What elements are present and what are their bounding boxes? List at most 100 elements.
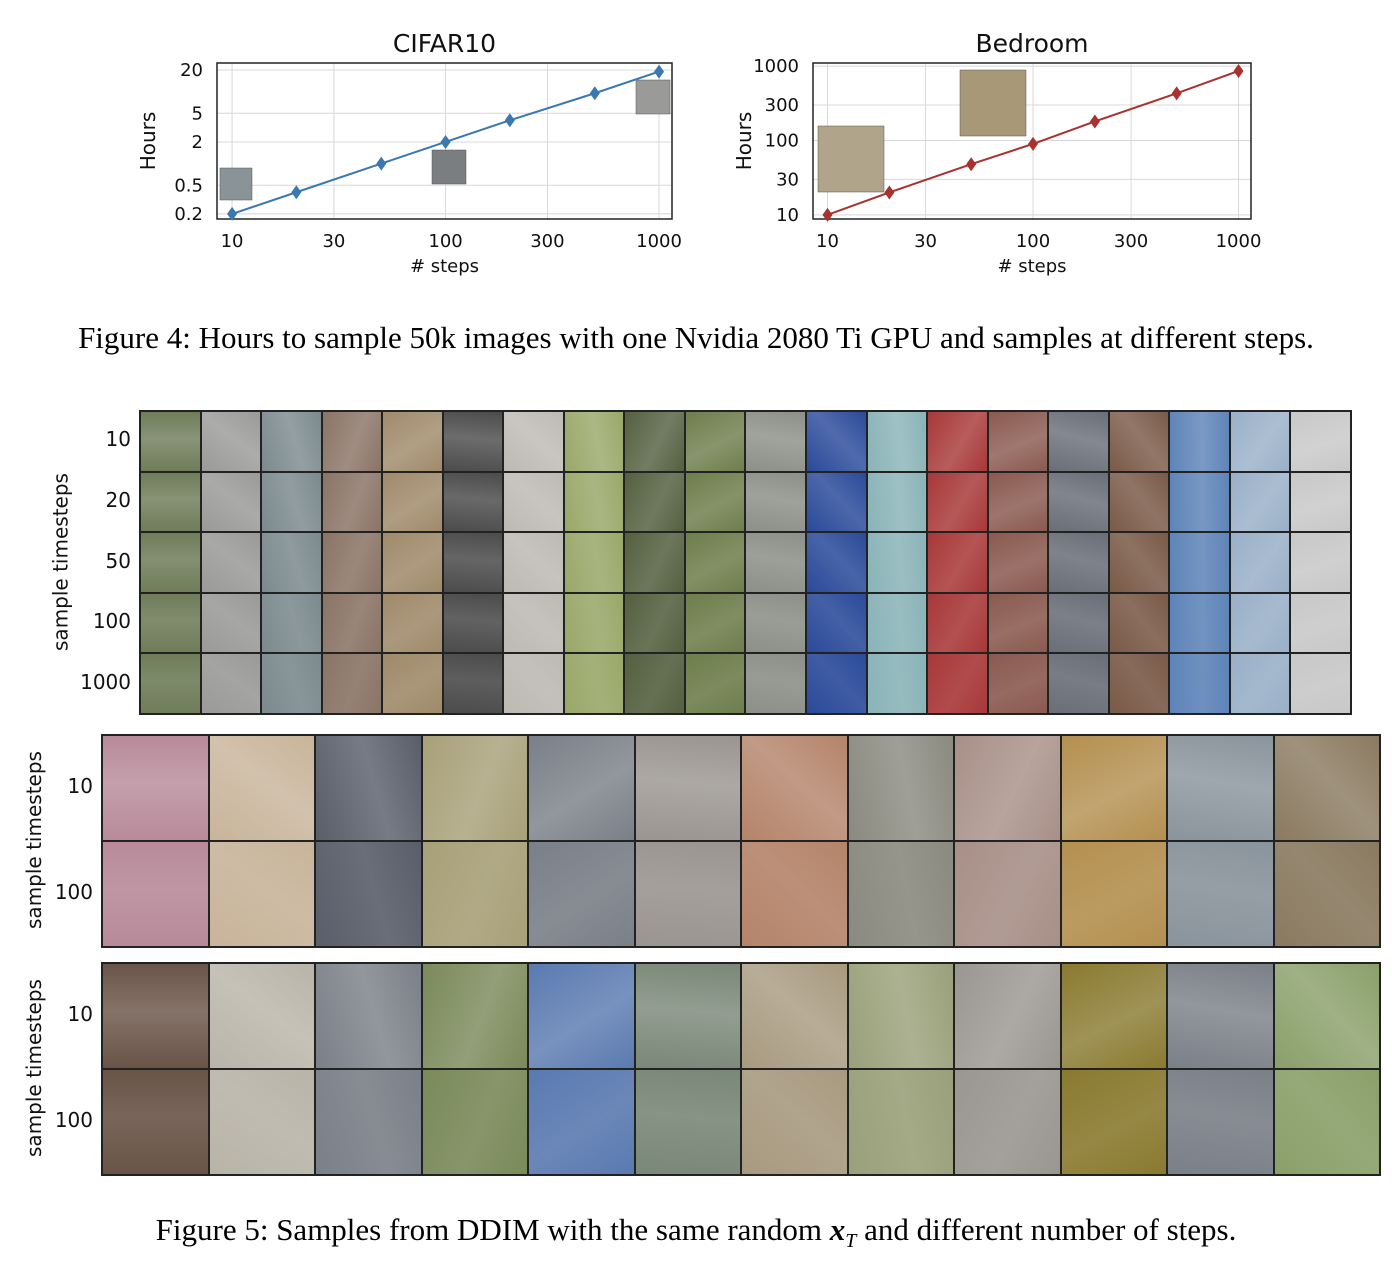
sample-image-tile	[1290, 411, 1351, 472]
sample-image-tile	[866, 411, 928, 472]
sample-image-tile	[987, 471, 1049, 533]
plot-frame	[216, 62, 673, 220]
sample-image-tile	[684, 411, 746, 472]
sample-image-tile	[954, 735, 1061, 841]
data-point	[589, 86, 600, 101]
sample-image-tile	[1167, 735, 1274, 841]
sample-image-tile	[987, 653, 1049, 714]
sample-image-tile	[382, 653, 443, 714]
sample-image-tile	[1060, 963, 1167, 1069]
sample-image-tile	[315, 841, 422, 947]
y-tick-label: 0.2	[174, 204, 203, 225]
sample-image-tile	[261, 411, 322, 472]
x-tick-label: 300	[1114, 231, 1148, 252]
timestep-row-label: 10	[67, 774, 93, 798]
x-tick-label: 10	[816, 231, 839, 252]
timestep-row-label: 10	[67, 1002, 93, 1026]
sample-image-tile	[528, 1069, 635, 1175]
sample-image-tile	[1290, 532, 1351, 593]
sample-image-tile	[261, 653, 322, 714]
x-tick-label: 1000	[636, 231, 682, 252]
sample-image-tile	[1048, 532, 1109, 593]
sample-image-tile	[624, 411, 685, 472]
sample-image-tile	[1048, 471, 1109, 533]
sample-image-tile	[315, 735, 422, 841]
x-tick-label: 10	[221, 231, 244, 252]
sample-image-tile	[684, 532, 746, 593]
timestep-row-label: 1000	[80, 669, 131, 694]
sample-image-tile	[806, 592, 867, 654]
sample-image-tile	[745, 653, 807, 714]
sample-image-tile	[421, 1069, 528, 1175]
data-point	[440, 134, 451, 149]
y-tick-label: 5	[192, 103, 203, 124]
sample-image-tile	[866, 532, 928, 593]
sample-image-tile	[315, 1069, 422, 1175]
y-tick-label: 20	[180, 60, 203, 81]
sample-image-tile	[382, 532, 443, 593]
sample-image-tile	[261, 532, 322, 593]
sample-image-tile	[1060, 841, 1167, 947]
sample-image-tile	[847, 963, 954, 1069]
sample-image-tile	[806, 653, 867, 714]
sample-image-tile	[421, 735, 528, 841]
sample-image-tile	[321, 532, 383, 593]
sample-image-tile	[200, 411, 262, 472]
sample-image-tile	[1108, 653, 1170, 714]
sample-image-grid	[139, 410, 1352, 715]
x-tick-label: 100	[428, 231, 462, 252]
sample-image-tile	[624, 471, 685, 533]
sample-image-tile	[1290, 653, 1351, 714]
sample-image-tile	[1290, 471, 1351, 533]
sample-image-tile	[741, 1069, 848, 1175]
sample-image-tile	[503, 411, 564, 472]
sample-image-tile	[1273, 735, 1380, 841]
data-point	[227, 206, 238, 221]
sample-image-tile	[684, 653, 746, 714]
data-point	[884, 185, 895, 200]
figure4-caption: Figure 4: Hours to sample 50k images wit…	[78, 320, 1314, 355]
y-tick-label: 300	[765, 95, 799, 116]
sample-image-tile	[102, 735, 209, 841]
sample-image-tile	[321, 592, 383, 654]
sample-image-tile	[624, 592, 685, 654]
chart-title: CIFAR10	[393, 29, 496, 58]
sample-image-tile	[140, 532, 201, 593]
sample-image-tile	[1169, 471, 1230, 533]
sample-image-tile	[503, 532, 564, 593]
sample-image-tile	[1108, 592, 1170, 654]
x-axis-label: # steps	[997, 256, 1066, 277]
sample-image-tile	[1229, 471, 1291, 533]
timestep-row-label: 20	[105, 487, 131, 512]
sample-image-tile	[421, 963, 528, 1069]
data-point	[1089, 114, 1100, 129]
y-tick-label: 30	[776, 169, 799, 190]
sample-thumbnail	[817, 125, 885, 193]
sample-image-tile	[563, 592, 625, 654]
sample-thumbnail	[959, 69, 1027, 137]
data-point	[966, 157, 977, 172]
sample-image-tile	[866, 653, 928, 714]
sample-image-tile	[442, 532, 504, 593]
sample-image-tile	[847, 735, 954, 841]
sample-image-tile	[140, 592, 201, 654]
sample-image-tile	[806, 532, 867, 593]
sample-image-tile	[806, 471, 867, 533]
figure5-caption-math-subscript: T	[845, 1230, 857, 1253]
sample-image-tile	[382, 411, 443, 472]
x-tick-label: 300	[530, 231, 564, 252]
sample-image-tile	[261, 592, 322, 654]
sample-image-tile	[382, 471, 443, 533]
x-tick-label: 30	[914, 231, 937, 252]
sample-image-tile	[866, 471, 928, 533]
sample-image-tile	[684, 592, 746, 654]
data-point	[822, 207, 833, 222]
sample-image-tile	[200, 532, 262, 593]
data-point	[1233, 63, 1244, 78]
sample-image-tile	[1060, 735, 1167, 841]
sample-image-tile	[1273, 841, 1380, 947]
plot-frame	[812, 62, 1252, 220]
sample-image-tile	[1290, 592, 1351, 654]
sample-image-tile	[1229, 653, 1291, 714]
sample-image-tile	[140, 471, 201, 533]
